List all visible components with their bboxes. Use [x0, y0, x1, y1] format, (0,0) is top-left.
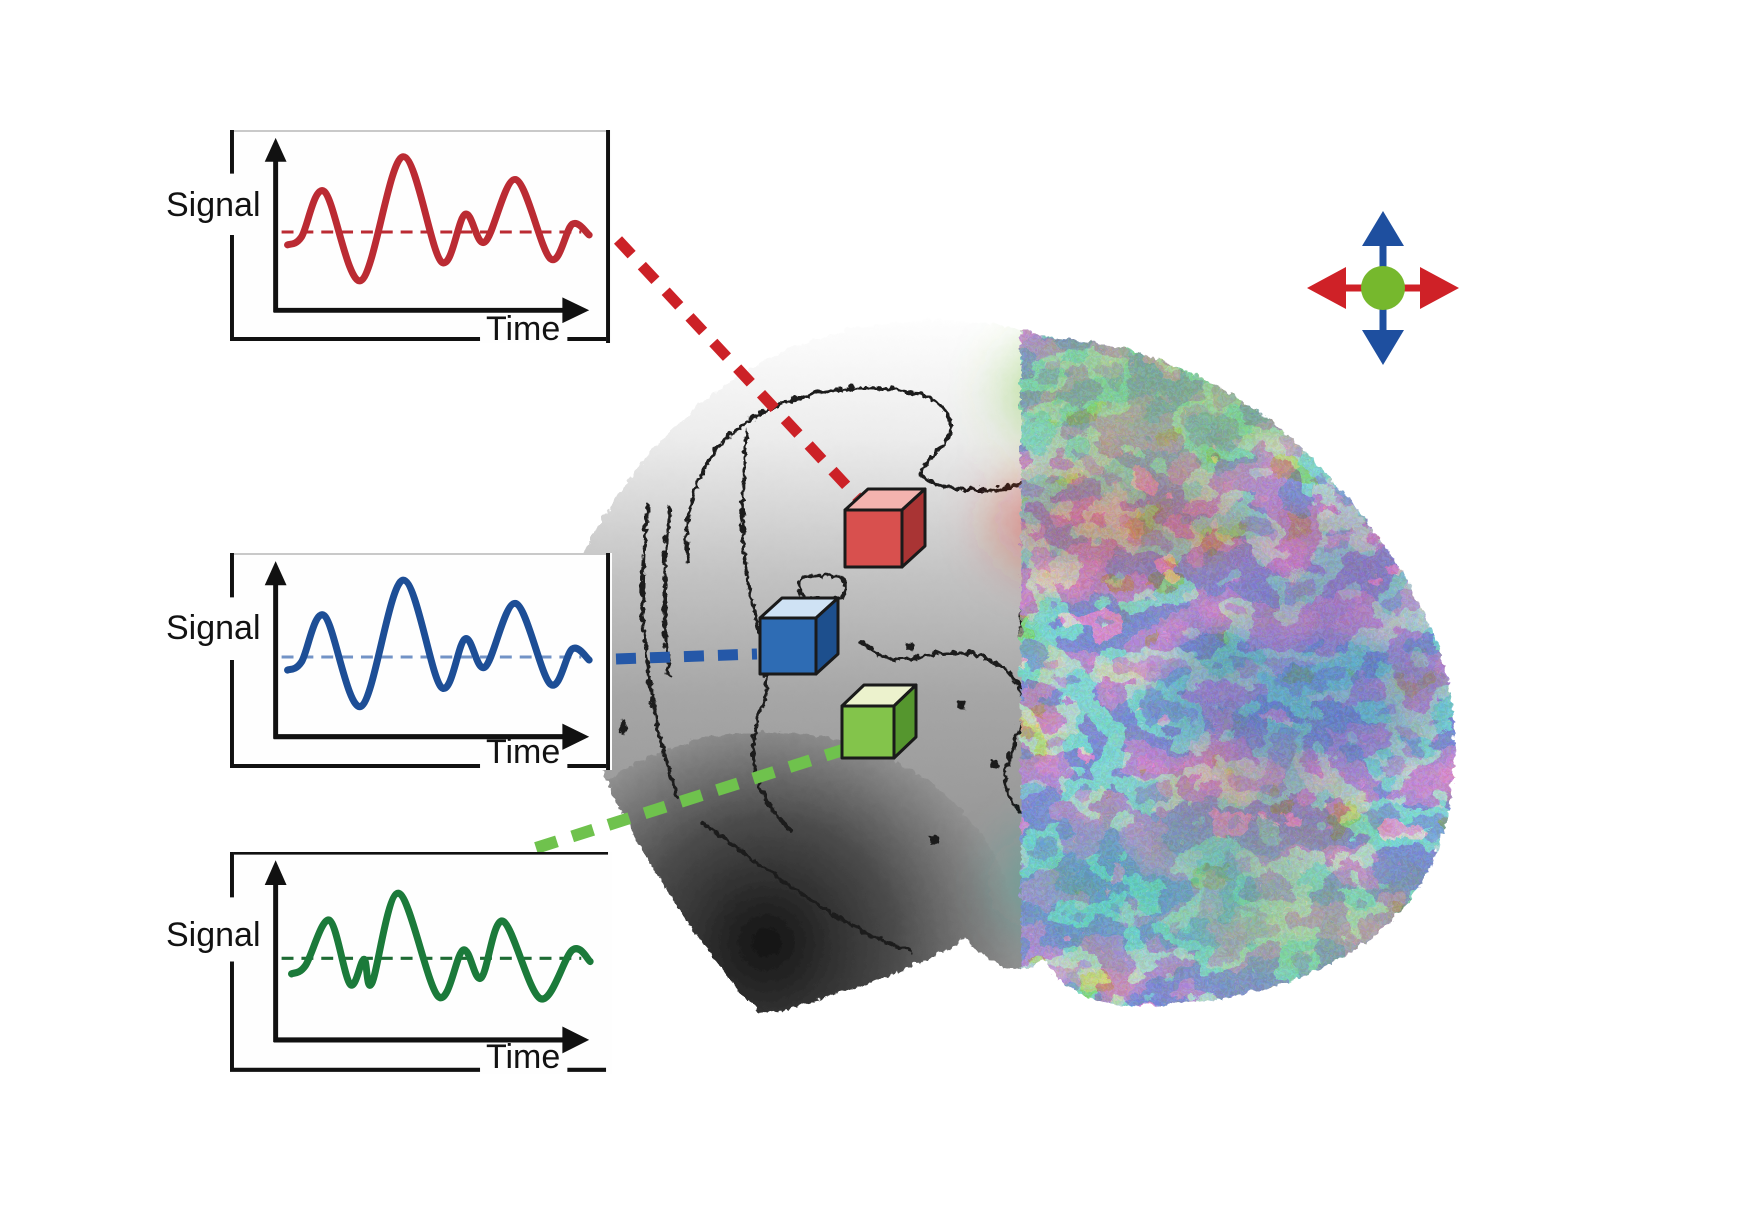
- signal-plot-green: Signal Time: [166, 852, 612, 1076]
- compass-center-dot: [1361, 266, 1405, 310]
- x-axis-label: Time: [486, 733, 561, 771]
- signal-curve-red: [284, 153, 593, 285]
- brain-dark-lobe: [569, 730, 1015, 1011]
- red-connector-line: [613, 236, 862, 501]
- y-axis-label: Signal: [166, 186, 261, 224]
- x-axis-label: Time: [486, 1038, 561, 1076]
- compass-left-arrow-icon: [1307, 267, 1346, 309]
- green-connector-line: [534, 743, 848, 854]
- compass-right-arrow-icon: [1420, 267, 1459, 309]
- green-voxel-cube: [840, 683, 918, 760]
- y-axis-label: Signal: [166, 916, 261, 954]
- x-axis-label: Time: [486, 310, 561, 348]
- cortical-contours: [618, 384, 1048, 952]
- voxel-connectors: [534, 236, 862, 854]
- direction-compass-icon: [1307, 211, 1459, 365]
- signal-plot-blue: Signal Time: [166, 553, 612, 771]
- red-voxel-cube: [843, 487, 927, 569]
- brain: [569, 318, 1454, 1011]
- blue-connector-line: [615, 648, 758, 665]
- compass-down-arrow-icon: [1362, 330, 1404, 365]
- signal-curve-blue: [284, 576, 593, 710]
- signal-plot-red: Signal Time: [166, 130, 612, 348]
- voxel-cubes: [758, 487, 927, 760]
- blue-voxel-cube: [758, 596, 840, 676]
- y-axis-label: Signal: [166, 609, 261, 647]
- brain-color-half: [990, 318, 1454, 1011]
- compass-up-arrow-icon: [1362, 211, 1404, 246]
- signal-curve-green: [288, 889, 594, 1003]
